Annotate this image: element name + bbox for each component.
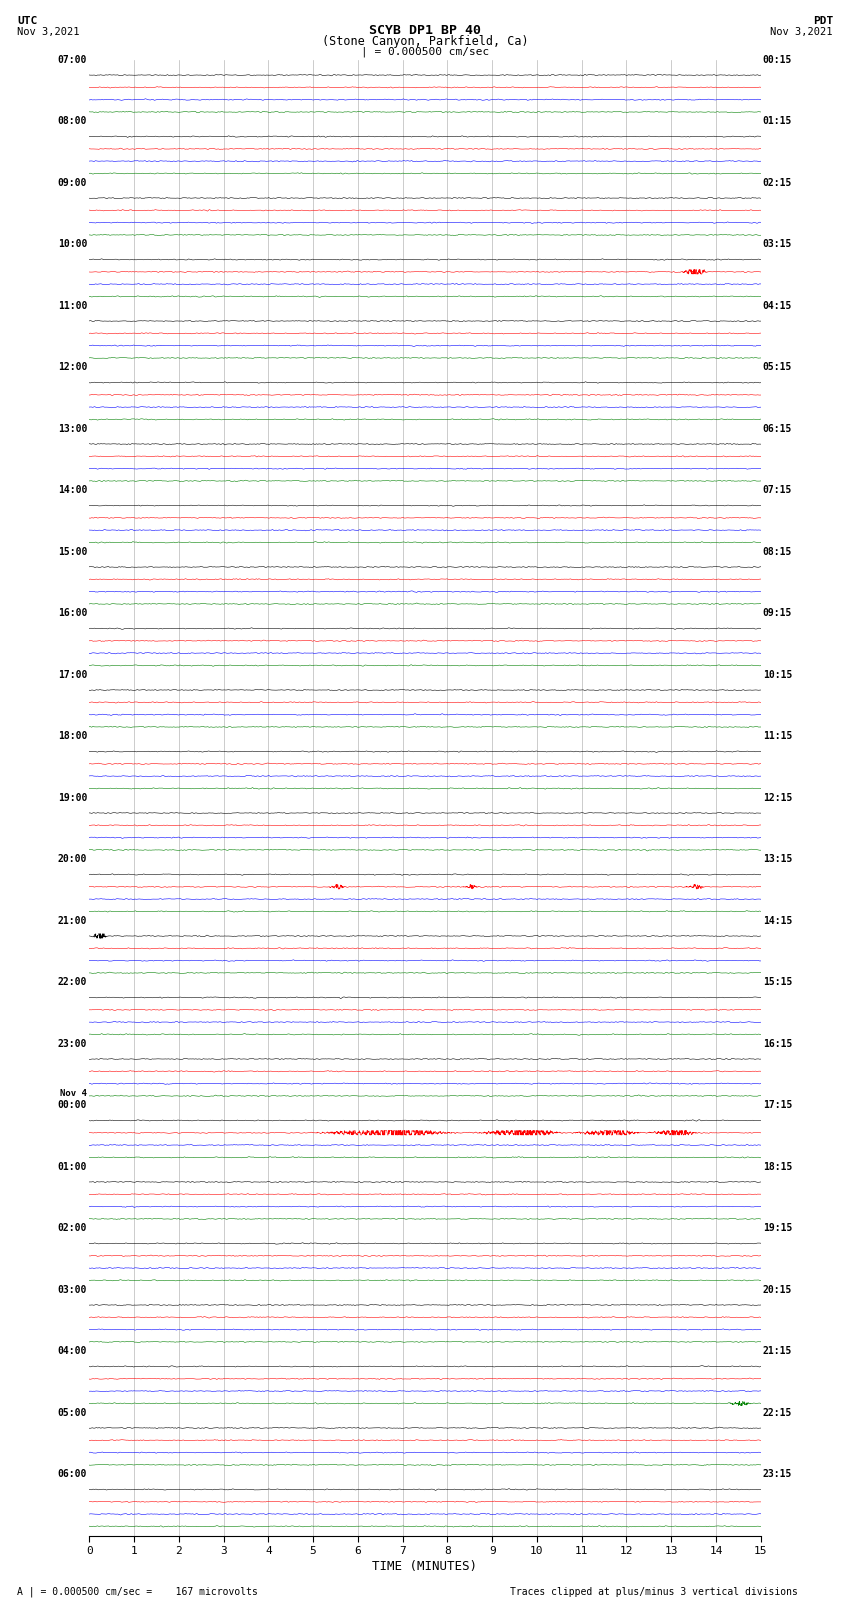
Text: 10:00: 10:00 — [58, 239, 88, 248]
Text: 08:00: 08:00 — [58, 116, 88, 126]
Text: 00:15: 00:15 — [762, 55, 792, 65]
Text: 12:00: 12:00 — [58, 363, 88, 373]
Text: 22:00: 22:00 — [58, 977, 88, 987]
Text: 20:15: 20:15 — [762, 1284, 792, 1295]
Text: 10:15: 10:15 — [762, 669, 792, 679]
Text: 15:15: 15:15 — [762, 977, 792, 987]
Text: 21:15: 21:15 — [762, 1347, 792, 1357]
Text: 08:15: 08:15 — [762, 547, 792, 556]
Text: (Stone Canyon, Parkfield, Ca): (Stone Canyon, Parkfield, Ca) — [321, 35, 529, 48]
Text: 12:15: 12:15 — [762, 792, 792, 803]
Text: Nov 3,2021: Nov 3,2021 — [17, 27, 80, 37]
Text: 15:00: 15:00 — [58, 547, 88, 556]
Text: 03:15: 03:15 — [762, 239, 792, 248]
Text: 16:15: 16:15 — [762, 1039, 792, 1048]
Text: Traces clipped at plus/minus 3 vertical divisions: Traces clipped at plus/minus 3 vertical … — [510, 1587, 798, 1597]
Text: 01:00: 01:00 — [58, 1161, 88, 1171]
Text: 17:15: 17:15 — [762, 1100, 792, 1110]
Text: 19:15: 19:15 — [762, 1223, 792, 1232]
Text: 07:00: 07:00 — [58, 55, 88, 65]
Text: A | = 0.000500 cm/sec =    167 microvolts: A | = 0.000500 cm/sec = 167 microvolts — [17, 1586, 258, 1597]
Text: 20:00: 20:00 — [58, 855, 88, 865]
Text: 16:00: 16:00 — [58, 608, 88, 618]
Text: 04:15: 04:15 — [762, 300, 792, 311]
Text: 13:15: 13:15 — [762, 855, 792, 865]
Text: 23:00: 23:00 — [58, 1039, 88, 1048]
Text: Nov 4: Nov 4 — [60, 1089, 88, 1098]
Text: SCYB DP1 BP 40: SCYB DP1 BP 40 — [369, 24, 481, 37]
Text: | = 0.000500 cm/sec: | = 0.000500 cm/sec — [361, 47, 489, 58]
Text: 00:00: 00:00 — [58, 1100, 88, 1110]
Text: 05:00: 05:00 — [58, 1408, 88, 1418]
Text: 11:00: 11:00 — [58, 300, 88, 311]
Text: 06:00: 06:00 — [58, 1469, 88, 1479]
Text: 04:00: 04:00 — [58, 1347, 88, 1357]
Text: Nov 3,2021: Nov 3,2021 — [770, 27, 833, 37]
Text: 05:15: 05:15 — [762, 363, 792, 373]
Text: 07:15: 07:15 — [762, 486, 792, 495]
Text: 06:15: 06:15 — [762, 424, 792, 434]
Text: 14:15: 14:15 — [762, 916, 792, 926]
Text: 02:15: 02:15 — [762, 177, 792, 187]
Text: 18:15: 18:15 — [762, 1161, 792, 1171]
Text: 11:15: 11:15 — [762, 731, 792, 740]
Text: 14:00: 14:00 — [58, 486, 88, 495]
Text: 09:00: 09:00 — [58, 177, 88, 187]
Text: 23:15: 23:15 — [762, 1469, 792, 1479]
X-axis label: TIME (MINUTES): TIME (MINUTES) — [372, 1560, 478, 1573]
Text: 13:00: 13:00 — [58, 424, 88, 434]
Text: 02:00: 02:00 — [58, 1223, 88, 1232]
Text: 19:00: 19:00 — [58, 792, 88, 803]
Text: 03:00: 03:00 — [58, 1284, 88, 1295]
Text: 18:00: 18:00 — [58, 731, 88, 740]
Text: 21:00: 21:00 — [58, 916, 88, 926]
Text: 17:00: 17:00 — [58, 669, 88, 679]
Text: 01:15: 01:15 — [762, 116, 792, 126]
Text: UTC: UTC — [17, 16, 37, 26]
Text: 22:15: 22:15 — [762, 1408, 792, 1418]
Text: PDT: PDT — [813, 16, 833, 26]
Text: 09:15: 09:15 — [762, 608, 792, 618]
